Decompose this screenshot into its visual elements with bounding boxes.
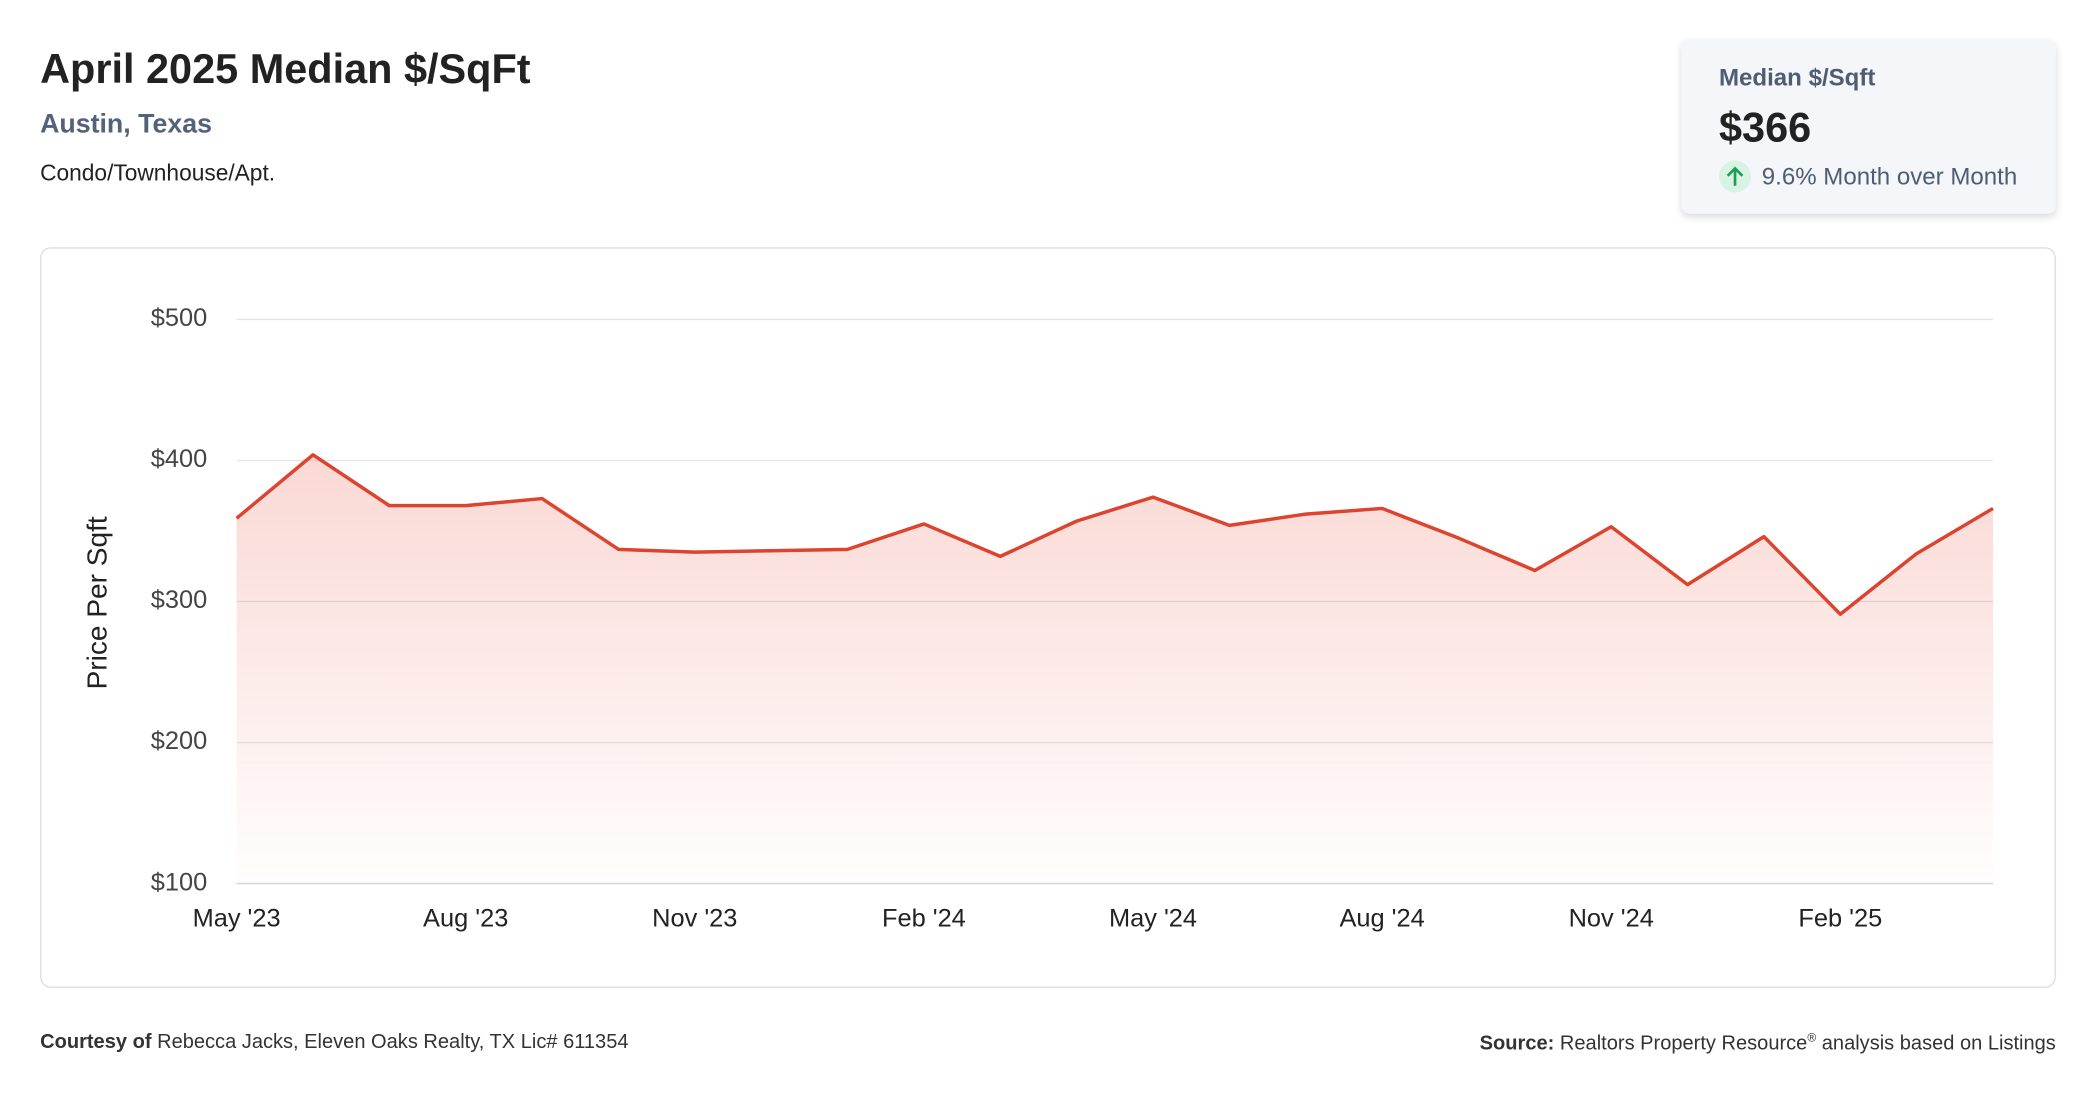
- y-tick-label: $500: [151, 304, 207, 332]
- kpi-label: Median $/Sqft: [1718, 64, 1876, 91]
- x-tick-label: Feb '24: [882, 904, 966, 932]
- subtitle: Austin, Texas: [40, 109, 212, 140]
- kpi-value: $366: [1718, 104, 1812, 152]
- kpi-card: Median $/Sqft $366 9.6% Month over Month: [1681, 40, 2056, 214]
- x-tick-label: Feb '25: [1798, 904, 1882, 932]
- source-rest: analysis based on Listings: [1816, 1031, 2056, 1055]
- property-type: Condo/Townhouse/Apt.: [40, 160, 276, 186]
- footer-source: Source: Realtors Property Resource® anal…: [1480, 1031, 2056, 1055]
- x-tick-label: May '23: [193, 904, 281, 932]
- x-tick-label: Aug '23: [423, 904, 508, 932]
- source-mark: ®: [1807, 1030, 1817, 1044]
- x-tick-label: Nov '24: [1569, 904, 1654, 932]
- y-tick-label: $300: [151, 586, 207, 614]
- x-tick-label: May '24: [1109, 904, 1197, 932]
- area: [236, 454, 1994, 884]
- source-label: Source:: [1479, 1031, 1555, 1055]
- x-tick-label: Aug '24: [1339, 904, 1424, 932]
- footer-courtesy: Courtesy of Rebecca Jacks, Eleven Oaks R…: [40, 1031, 628, 1054]
- y-axis-label: Price Per Sqft: [81, 516, 112, 689]
- source: Realtors Property Resource: [1559, 1031, 1808, 1055]
- title: April 2025 Median $/SqFt: [40, 45, 531, 93]
- chart: Price Per Sqft $100 $200 $300 $400 $500 May '…: [81, 304, 1994, 932]
- courtesy: Rebecca Jacks, Eleven Oaks Realty, TX Li…: [157, 1030, 629, 1054]
- y-tick-label: $400: [151, 445, 207, 473]
- y-tick-label: $200: [151, 727, 207, 755]
- courtesy-label: Courtesy of: [40, 1030, 152, 1054]
- y-tick-label: $100: [151, 868, 207, 896]
- x-tick-label: Nov '23: [652, 904, 737, 932]
- chart-box: Price Per Sqft $100 $200 $300 $400 $500 May '…: [40, 247, 2056, 988]
- up-icon: [1718, 160, 1752, 193]
- line: [235, 453, 1994, 616]
- kpi-change: 9.6% Month over Month: [1761, 163, 2018, 190]
